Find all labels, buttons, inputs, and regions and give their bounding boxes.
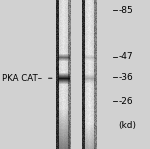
- Text: (kd): (kd): [118, 121, 136, 130]
- Text: PKA CAT–: PKA CAT–: [2, 74, 42, 83]
- Text: -47: -47: [118, 52, 133, 61]
- Text: -85: -85: [118, 6, 133, 15]
- Text: -36: -36: [118, 73, 133, 82]
- Text: -26: -26: [118, 97, 133, 106]
